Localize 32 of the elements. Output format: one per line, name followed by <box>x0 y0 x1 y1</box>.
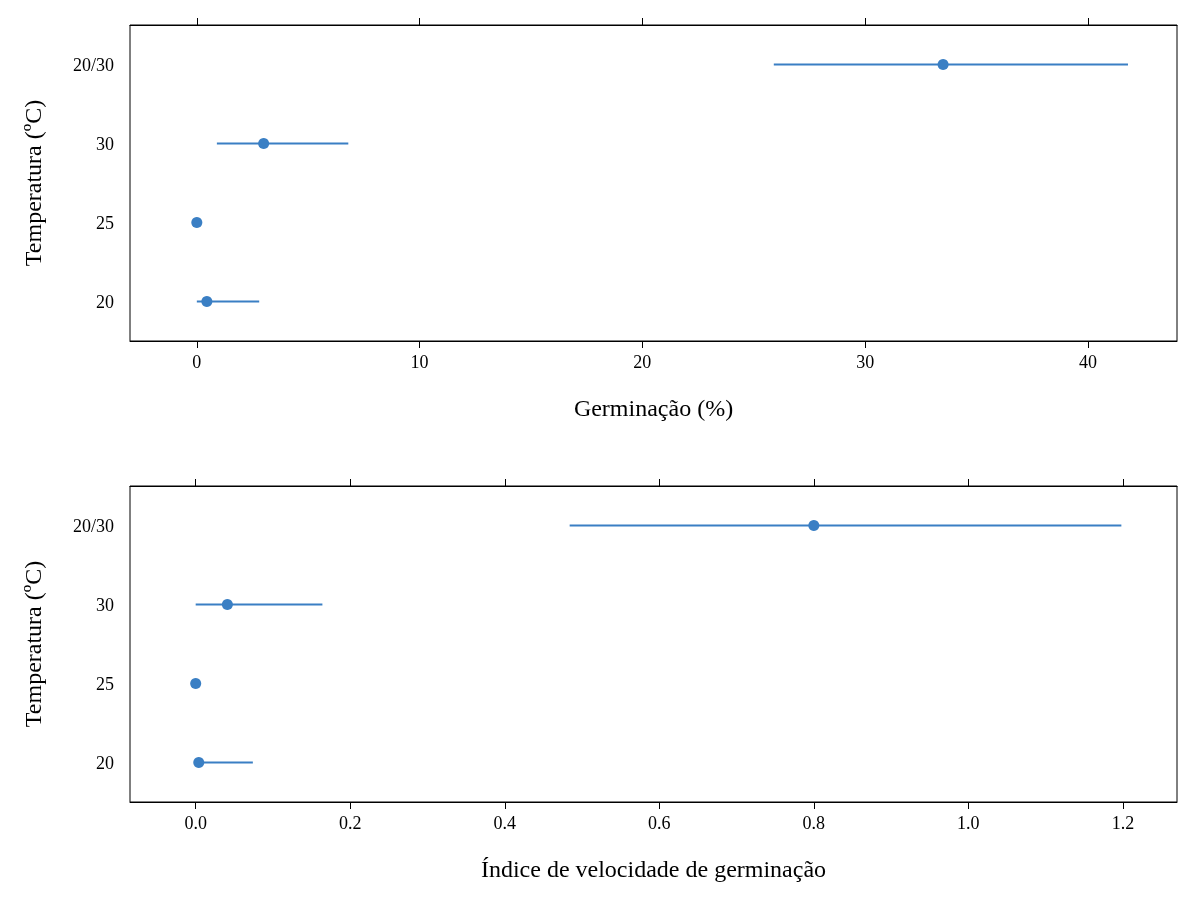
y-tick-label: 25 <box>96 673 114 694</box>
y-tick-label: 20 <box>96 752 114 773</box>
x-tick-label: 10 <box>410 352 429 372</box>
x-axis-title: Germinação (%) <box>573 395 734 421</box>
point <box>190 678 202 689</box>
point <box>221 599 233 610</box>
x-tick-label: 1.2 <box>1111 813 1135 833</box>
y-tick-label: 25 <box>96 212 114 233</box>
y-axis-title: Temperatura (ºC) <box>20 99 46 267</box>
point <box>193 757 205 768</box>
x-tick-label: 0 <box>192 352 202 372</box>
x-tick-label: 0.4 <box>493 813 517 833</box>
point <box>937 59 949 70</box>
x-tick-label: 0.6 <box>648 813 671 833</box>
point <box>808 520 820 531</box>
y-tick-label: 20/30 <box>72 54 114 75</box>
y-tick-label: 20/30 <box>72 515 114 536</box>
x-tick-label: 0.0 <box>184 813 207 833</box>
x-axis-title: Índice de velocidade de germinação <box>480 856 827 882</box>
point <box>201 296 213 307</box>
y-axis-title: Temperatura (ºC) <box>20 560 46 728</box>
y-tick-label: 30 <box>96 594 114 615</box>
x-tick-label: 40 <box>1078 352 1097 372</box>
x-tick-label: 1.0 <box>957 813 980 833</box>
y-tick-label: 30 <box>96 133 114 154</box>
y-tick-label: 20 <box>96 291 114 312</box>
x-tick-label: 20 <box>633 352 652 372</box>
point <box>191 217 203 228</box>
x-tick-label: 0.8 <box>802 813 826 833</box>
point <box>258 138 270 149</box>
x-tick-label: 0.2 <box>338 813 362 833</box>
x-tick-label: 30 <box>856 352 875 372</box>
